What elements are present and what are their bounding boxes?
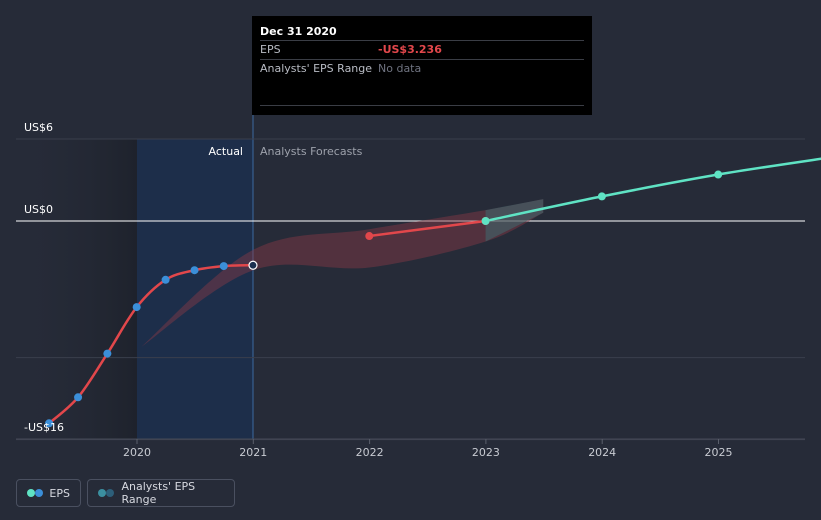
past-shade	[16, 139, 137, 439]
series-points	[45, 170, 723, 428]
actual-label: Actual	[209, 145, 243, 158]
tooltip-range-row: Analysts' EPS Range No data	[260, 59, 584, 78]
x-axis: 2020 2021 2022 2023 2024 2025	[16, 438, 805, 459]
range-legend-icon	[98, 489, 114, 497]
tooltip-eps-label: EPS	[260, 43, 281, 56]
data-point	[74, 393, 83, 402]
range-area-tail	[485, 199, 544, 242]
y-tick-label: US$6	[24, 121, 53, 134]
data-point	[103, 349, 112, 358]
legend-range-label: Analysts' EPS Range	[121, 480, 196, 506]
data-point	[481, 217, 490, 225]
legend-eps-label: EPS	[49, 486, 70, 500]
tooltip-eps-row: EPS -US$3.236	[260, 40, 584, 59]
data-point	[219, 262, 228, 271]
data-point	[597, 192, 606, 201]
x-tick-label: 2025	[705, 446, 733, 459]
tooltip-date: Dec 31 2020	[260, 25, 337, 38]
tooltip-range-value: No data	[378, 62, 422, 75]
data-point	[190, 266, 199, 275]
series-line	[369, 219, 486, 238]
y-tick-label: -US$16	[24, 421, 64, 434]
range-areas	[141, 199, 544, 347]
x-tick-label: 2020	[123, 446, 151, 459]
range-area	[141, 199, 544, 347]
legend-eps[interactable]: EPS	[16, 479, 81, 507]
eps-legend-icon	[27, 489, 43, 497]
data-point	[248, 260, 258, 270]
data-point	[161, 275, 170, 284]
x-tick-label: 2021	[239, 446, 267, 459]
series-line	[485, 157, 821, 223]
tooltip-range-label: Analysts' EPS Range	[260, 62, 373, 75]
x-tick-label: 2024	[588, 446, 616, 459]
legend-range[interactable]: Analysts' EPS Range	[87, 479, 235, 507]
actual-highlight-band	[137, 139, 253, 439]
data-point	[45, 419, 54, 428]
tooltip-eps-value: -US$3.236	[378, 43, 442, 56]
data-point	[714, 170, 723, 179]
x-tick-label: 2022	[356, 446, 384, 459]
grid	[16, 138, 805, 441]
tooltip-divider	[260, 105, 584, 106]
data-point	[365, 232, 374, 241]
y-tick-label: US$0	[24, 203, 53, 216]
data-point	[132, 303, 141, 312]
forecast-label: Analysts Forecasts	[260, 145, 363, 158]
x-tick-label: 2023	[472, 446, 500, 459]
tooltip: Dec 31 2020 EPS -US$3.236 Analysts' EPS …	[252, 16, 592, 115]
